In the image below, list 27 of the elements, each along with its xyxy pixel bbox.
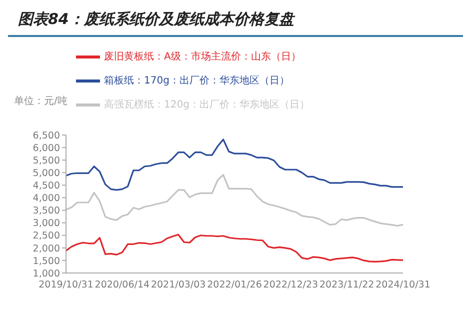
y-axis-title: 单位：元/吨	[14, 94, 68, 108]
x-tick-label: 2022/12/23	[263, 280, 318, 291]
line-series	[65, 138, 404, 191]
x-tick-label: 2021/03/03	[150, 280, 206, 291]
y-tick-label: 4,500	[32, 180, 60, 192]
x-tick-label: 2022/01/26	[207, 280, 262, 291]
y-tick-label: 3,000	[32, 218, 60, 230]
line-series	[65, 174, 404, 227]
y-tick-label: 6,500	[32, 130, 60, 142]
line-series	[65, 234, 404, 263]
y-tick-label: 3,500	[32, 206, 60, 217]
x-tick-label: 2023/11/22	[319, 280, 374, 291]
legend-label: 废旧黄板纸：A级：市场主流价：山东（日）	[104, 52, 301, 63]
y-tick-label: 2,500	[32, 230, 60, 242]
x-tick-label: 2019/10/31	[38, 280, 94, 291]
y-tick-label: 5,000	[32, 168, 60, 180]
y-tick-label: 1,500	[32, 256, 60, 267]
y-tick-label: 6,000	[32, 142, 60, 154]
y-tick-label: 4,000	[32, 193, 60, 204]
chart-title: 图表84：废纸系纸价及废纸成本价格复盘	[8, 8, 463, 37]
legend-label: 箱板纸：170g：出厂价：华东地区（日）	[104, 76, 290, 87]
x-tick-label: 2024/10/31	[376, 280, 430, 291]
x-tick-label: 2020/06/14	[94, 280, 150, 291]
y-tick-label: 1,000	[32, 268, 60, 280]
y-tick-label: 2,000	[32, 243, 60, 254]
legend-label: 高强瓦楞纸：120g：出厂价：华东地区（日）	[104, 100, 310, 111]
y-tick-label: 5,500	[32, 155, 60, 166]
